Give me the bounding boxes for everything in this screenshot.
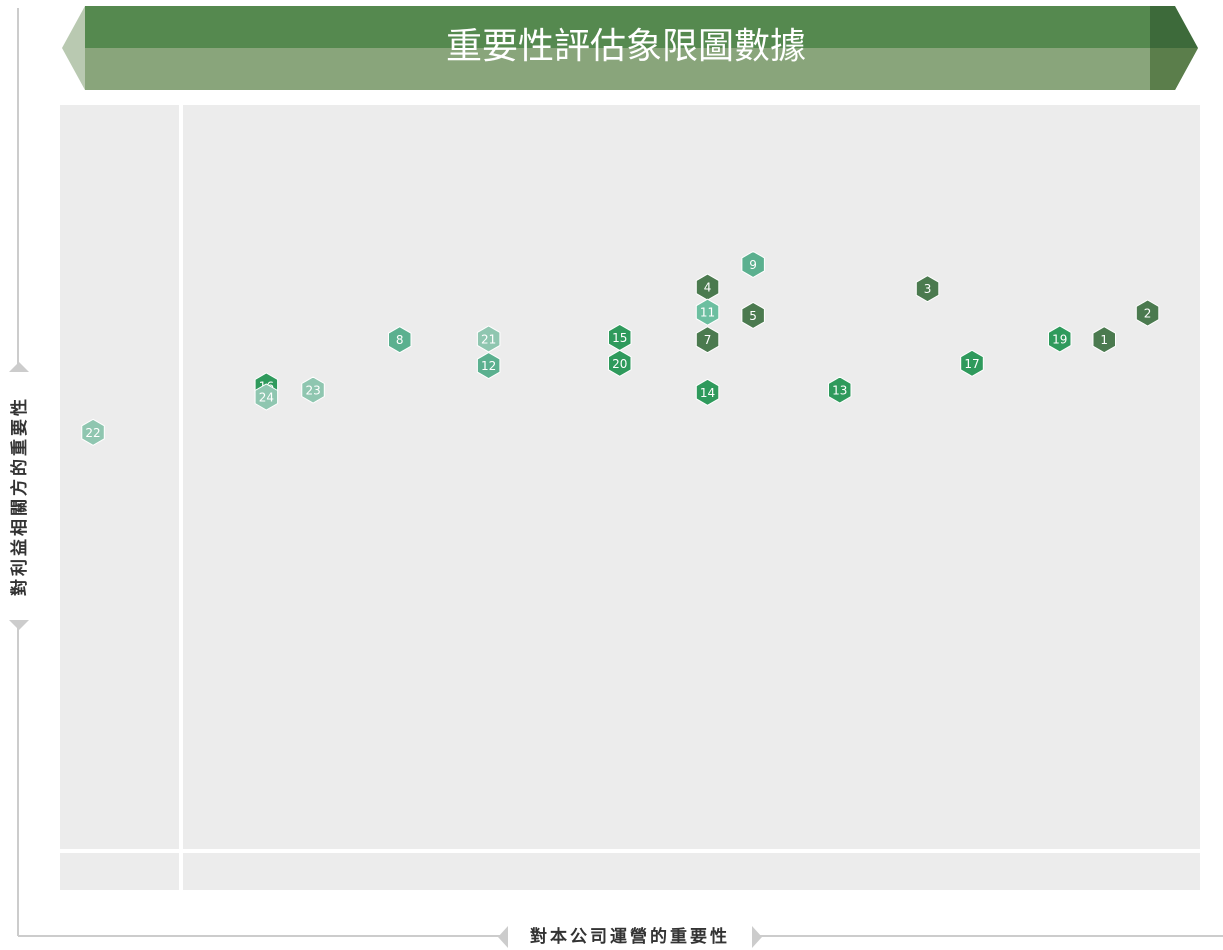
banner-right-low (1150, 48, 1198, 90)
point-label: 1 (1100, 333, 1108, 347)
point (1135, 299, 1160, 327)
banner-top (85, 6, 1175, 48)
point (695, 326, 720, 354)
point (476, 325, 501, 353)
plot-area (60, 105, 1200, 890)
arrow (498, 926, 508, 948)
point (608, 349, 632, 377)
x-axis-label: 對本公司運營的重要性 (530, 926, 730, 947)
point-label: 21 (481, 332, 496, 346)
point-label: 14 (700, 386, 715, 400)
chart-title: 重要性評估象限圖數據 (446, 26, 806, 67)
point-label: 9 (749, 258, 757, 272)
point (695, 378, 720, 406)
point-label: 12 (481, 359, 496, 373)
point-label: 7 (704, 333, 712, 347)
y-axis-label: 對利益相關方的重要性 (9, 396, 30, 596)
arrow (9, 620, 29, 630)
point-label: 5 (749, 309, 757, 323)
point (81, 418, 105, 446)
point-label: 3 (924, 282, 932, 296)
x-label-bg (508, 926, 752, 948)
arrow (9, 362, 29, 372)
arrow (752, 926, 762, 948)
point (388, 326, 412, 354)
point (960, 349, 984, 377)
point-label: 4 (704, 281, 712, 295)
point-label: 23 (305, 383, 320, 397)
point-label: 15 (612, 331, 627, 345)
point-label: 20 (612, 357, 627, 371)
point-label: 22 (85, 426, 100, 440)
point-label: 11 (700, 306, 715, 320)
point-label: 8 (396, 333, 404, 347)
point-label: 13 (832, 383, 847, 397)
banner-bottom (85, 48, 1175, 90)
point (1048, 325, 1072, 353)
point (741, 301, 765, 329)
point (915, 275, 940, 303)
point (741, 250, 765, 278)
point-label: 17 (964, 357, 979, 371)
y-label-bg (9, 372, 29, 620)
point-label: 19 (1052, 332, 1067, 346)
point (695, 298, 720, 326)
point-label: 2 (1144, 307, 1152, 321)
point (828, 376, 852, 404)
point (1092, 326, 1116, 354)
point (301, 376, 325, 404)
point (476, 352, 501, 380)
point-label: 24 (259, 391, 274, 405)
point (254, 383, 279, 411)
